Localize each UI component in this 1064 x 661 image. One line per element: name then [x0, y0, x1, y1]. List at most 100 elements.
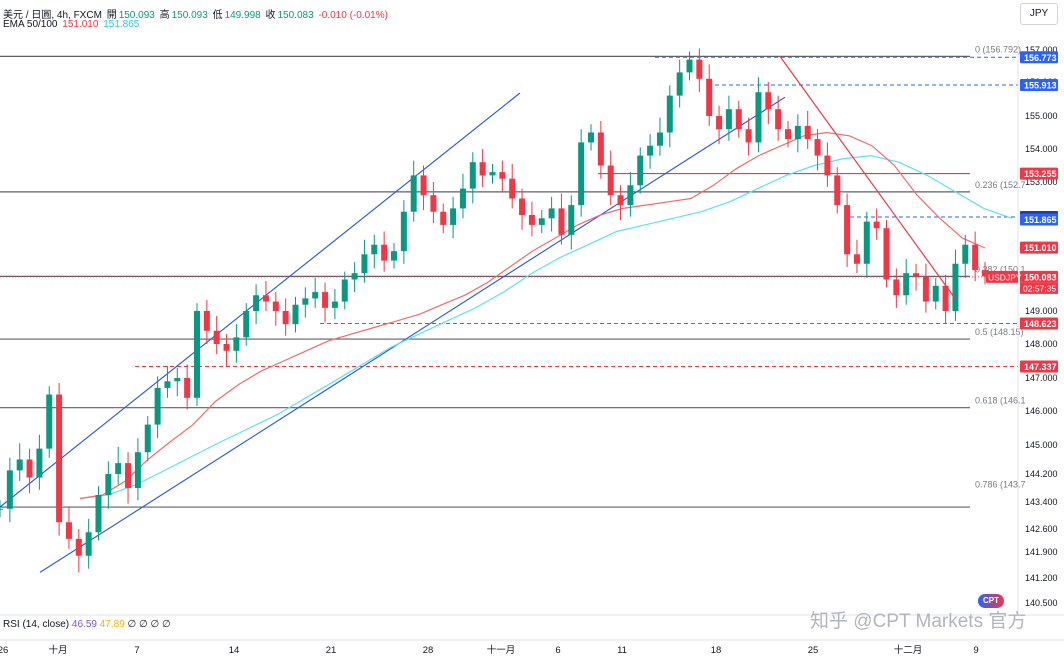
- candle-body: [716, 116, 723, 130]
- price-tag-label: 150.083: [1024, 272, 1057, 282]
- candle-body: [735, 109, 742, 130]
- candle-body: [834, 175, 841, 206]
- candle-body: [36, 448, 43, 478]
- fib-label: 0.5 (148.15): [975, 327, 1024, 337]
- price-tag-box: [1020, 241, 1058, 254]
- symbol-title[interactable]: 美元 / 日圓, 4h, FXCM: [3, 10, 102, 21]
- candle-body: [647, 145, 654, 156]
- ticker-label: USDJPY: [988, 272, 1022, 282]
- low-label: 低: [212, 10, 223, 21]
- candle-body: [499, 172, 506, 179]
- ema-label: EMA 50/100: [3, 19, 58, 30]
- candle-body: [962, 244, 969, 264]
- candle-body: [972, 244, 979, 271]
- candle-body: [755, 92, 762, 143]
- candle-body: [558, 208, 565, 235]
- candle-body: [509, 178, 516, 199]
- candle-body: [430, 195, 437, 212]
- price-tag-box: [1020, 317, 1058, 330]
- fib-label: 0.382 (150.1: [975, 264, 1026, 274]
- descending-trendline: [779, 56, 956, 299]
- candle-body: [459, 188, 466, 209]
- candle-body: [65, 522, 72, 539]
- candle-body: [538, 218, 545, 225]
- fib-label: 0.236 (152.7: [975, 180, 1026, 190]
- price-tag: 150.083: [1020, 270, 1058, 283]
- rsi-legend[interactable]: RSI (14, close) 46.59 47.89 ∅ ∅ ∅ ∅: [3, 619, 171, 630]
- candle-body: [844, 205, 851, 255]
- ticker-box: [986, 270, 1018, 283]
- candle-body: [174, 378, 181, 382]
- price-tag: 153.255: [1020, 167, 1058, 180]
- candle-body: [696, 59, 703, 79]
- time-tick-label: 11: [617, 645, 627, 656]
- time-tick-label: 十月: [48, 644, 67, 656]
- broker-logo-icon: CPT: [978, 594, 1004, 608]
- candle-body: [814, 139, 821, 156]
- candle-body: [134, 452, 141, 488]
- price-tick-label: 153.000: [1025, 177, 1058, 187]
- candle-body: [56, 394, 63, 523]
- candle-body: [400, 211, 407, 252]
- time-axis: 26 十月 7 14 21 28 十一月 6 11 18 25 十二月 9: [0, 644, 979, 656]
- candle-body: [253, 295, 260, 311]
- ema-legend[interactable]: EMA 50/100 151.010 151.865: [3, 19, 141, 30]
- price-tag-label: 151.010: [1024, 243, 1057, 253]
- candle-body: [440, 211, 447, 225]
- candle-body: [489, 172, 496, 176]
- candle-body: [785, 129, 791, 140]
- candle-body: [519, 198, 526, 215]
- candle-body: [794, 125, 801, 140]
- price-tag-label: 148.623: [1024, 319, 1057, 329]
- rising-channel: [0, 92, 786, 573]
- price-tick-label: 145.000: [1025, 440, 1058, 450]
- change-value: -0.010 (-0.01%): [318, 10, 388, 21]
- price-tick-label: 157.000: [1025, 45, 1058, 55]
- currency-button[interactable]: JPY: [1020, 3, 1058, 25]
- candle-body: [351, 273, 358, 280]
- candle-body: [982, 270, 988, 277]
- candle-body: [46, 394, 53, 449]
- candle-body: [607, 165, 614, 196]
- candle-body: [125, 463, 132, 488]
- candle-body: [194, 311, 200, 398]
- candle-body: [913, 273, 920, 277]
- candle-body: [568, 205, 575, 235]
- descending-trendline: [779, 56, 956, 299]
- candle-body: [893, 279, 900, 296]
- candle-body: [548, 208, 555, 219]
- time-tick-label: 十一月: [487, 644, 516, 656]
- candle-body: [85, 532, 92, 556]
- candle-body: [203, 311, 210, 331]
- channel-lower-line: [39, 96, 786, 573]
- candle-body: [292, 304, 299, 325]
- candle-body: [666, 95, 673, 133]
- candle-body: [262, 295, 269, 302]
- candle-body: [922, 276, 929, 302]
- symbol-legend: 美元 / 日圓, 4h, FXCM 開 150.093 高 150.093 低 149…: [3, 6, 390, 21]
- rsi-label: RSI (14, close): [3, 619, 70, 630]
- open-label: 開: [106, 10, 117, 21]
- price-tag: 148.623: [1020, 317, 1058, 330]
- price-tag-box: [1020, 51, 1058, 64]
- candle-body: [745, 129, 752, 143]
- price-tag-box: [1020, 270, 1058, 283]
- time-tick-label: 21: [326, 645, 337, 656]
- time-tick-label: 26: [0, 645, 8, 656]
- candle-body: [322, 292, 329, 308]
- price-tick-label: 155.000: [1025, 111, 1058, 121]
- candles: [0, 48, 988, 573]
- candle-body: [725, 109, 732, 130]
- candle-body: [164, 381, 171, 388]
- fib-label: 0.618 (146.1: [975, 396, 1026, 406]
- candle-body: [312, 292, 319, 299]
- candle-body: [588, 132, 594, 143]
- candle-body: [95, 495, 102, 533]
- candle-body: [765, 92, 772, 110]
- candle-body: [450, 208, 457, 225]
- candle-body: [371, 244, 378, 255]
- candle-body: [361, 254, 368, 274]
- time-tick-label: 18: [711, 645, 722, 656]
